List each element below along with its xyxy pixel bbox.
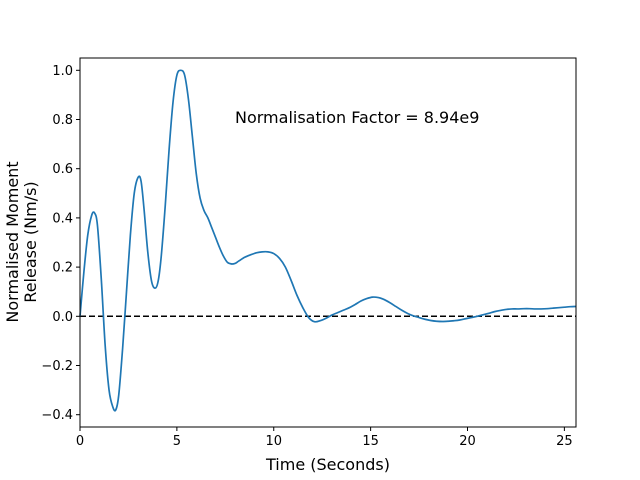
x-axis-ticks: 0 5 10 15 20 25 bbox=[76, 427, 573, 449]
y-tick-label: 0.6 bbox=[52, 162, 73, 177]
annotation-text: Normalisation Factor = 8.94e9 bbox=[235, 108, 479, 127]
y-axis-title-line-2: Release (Nm/s) bbox=[21, 181, 40, 302]
series-line-0 bbox=[79, 69, 577, 412]
y-axis-ticks: −0.4 −0.2 0.0 0.2 0.4 0.6 0.8 1.0 bbox=[41, 64, 80, 423]
x-tick-label: 15 bbox=[362, 434, 379, 449]
plot-content bbox=[79, 69, 577, 412]
y-axis-title: Normalised Moment Release (Nm/s) bbox=[3, 161, 40, 322]
y-axis-title-line-1: Normalised Moment bbox=[3, 161, 22, 322]
axes-frame bbox=[79, 57, 577, 428]
x-axis-title: Time (Seconds) bbox=[265, 455, 390, 474]
x-tick-label: 0 bbox=[76, 434, 84, 449]
y-tick-label: 1.0 bbox=[52, 64, 73, 79]
x-tick-label: 20 bbox=[459, 434, 476, 449]
x-tick-label: 10 bbox=[265, 434, 282, 449]
y-tick-label: −0.2 bbox=[41, 359, 73, 374]
y-tick-label: 0.8 bbox=[52, 113, 73, 128]
y-tick-label: 0.0 bbox=[52, 310, 73, 325]
y-tick-label: 0.4 bbox=[52, 211, 73, 226]
y-tick-label: −0.4 bbox=[41, 408, 73, 423]
x-tick-label: 5 bbox=[173, 434, 181, 449]
x-tick-label: 25 bbox=[556, 434, 573, 449]
y-tick-label: 0.2 bbox=[52, 261, 73, 276]
